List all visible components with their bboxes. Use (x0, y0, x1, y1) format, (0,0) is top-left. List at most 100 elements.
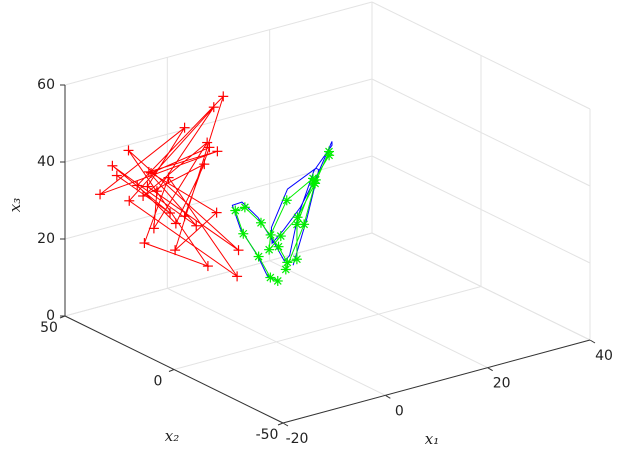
data-point (170, 218, 181, 229)
x-tick-label: 40 (595, 348, 613, 364)
data-point (275, 231, 286, 242)
data-point (233, 245, 244, 256)
marker-stroke (325, 147, 333, 156)
y-tick-label: 50 (40, 320, 58, 336)
data-point (142, 181, 153, 192)
grid-line (371, 1, 591, 110)
data-point (208, 102, 219, 113)
data-point (111, 170, 122, 181)
z-axis-label: x₃ (6, 198, 24, 212)
grid-line (371, 155, 591, 264)
marker-stroke (281, 265, 290, 274)
data-point (291, 254, 302, 265)
z-tick-label: 60 (37, 77, 55, 93)
x-tick-label: 20 (493, 376, 511, 392)
data-point (124, 195, 135, 206)
data-point (281, 195, 292, 206)
data-point (310, 174, 321, 185)
data-point (107, 160, 118, 171)
tick-mark (487, 367, 493, 372)
data-point (232, 271, 243, 282)
data-point (282, 257, 293, 268)
y-tick-label: -50 (256, 427, 279, 443)
marker-stroke (282, 196, 291, 205)
z-tick-label: 20 (37, 231, 55, 247)
trajectory (99, 96, 239, 277)
data-point (191, 220, 202, 231)
grid-line (64, 155, 373, 240)
axis-line (282, 339, 591, 424)
data-point (123, 145, 134, 156)
grid-line (371, 232, 591, 341)
data-point (179, 211, 190, 222)
y-axis-label: x₂ (165, 427, 179, 445)
data-point (324, 146, 335, 157)
data-point (280, 264, 291, 275)
data-point (218, 91, 229, 102)
x-tick-label: 0 (395, 403, 404, 419)
marker-stroke (273, 277, 282, 285)
x-axis-label: x₁ (425, 430, 439, 448)
x-tick-label: -20 (286, 431, 309, 447)
marker-stroke (265, 245, 274, 254)
z-tick-label: 0 (46, 308, 55, 324)
data-point (151, 186, 162, 197)
data-point (95, 189, 106, 200)
axis-line (64, 315, 284, 424)
grid-line (371, 78, 591, 187)
tick-mark (589, 339, 596, 344)
data-point (179, 122, 190, 133)
marker-stroke (293, 220, 301, 229)
marker-stroke (311, 175, 320, 184)
grid-line (173, 286, 482, 370)
data-point (211, 207, 222, 218)
data-point (138, 190, 149, 201)
data-point (204, 142, 215, 153)
data-point (170, 245, 181, 256)
grid-line (64, 78, 373, 163)
grid-line (64, 232, 373, 317)
marker-stroke (266, 273, 275, 282)
data-point (199, 159, 210, 170)
tick-mark (277, 422, 284, 426)
data-point (299, 219, 310, 230)
data-point (212, 146, 223, 157)
data-point (265, 229, 276, 240)
tick-mark (282, 422, 289, 427)
data-point (265, 272, 276, 283)
data-point (163, 172, 174, 183)
data-point (202, 137, 213, 148)
data-point (230, 205, 241, 216)
data-point (253, 251, 264, 262)
data-point (146, 167, 157, 178)
marker-stroke (266, 230, 275, 239)
tick-mark (385, 394, 391, 399)
data-point (273, 241, 284, 252)
marker-stroke (293, 213, 302, 222)
marker-stroke (239, 229, 248, 238)
data-point (165, 208, 175, 218)
grid-line (64, 1, 373, 86)
marker-stroke (257, 218, 265, 227)
data-point (255, 217, 266, 228)
data-point (238, 228, 249, 239)
data-point (143, 166, 154, 177)
marker-stroke (254, 252, 263, 261)
data-point (139, 238, 150, 249)
marker-stroke (276, 232, 285, 241)
tick-mark (168, 369, 175, 372)
marker-stroke (240, 203, 249, 212)
marker-stroke (292, 255, 301, 264)
data-point (239, 202, 250, 213)
data-point (292, 212, 303, 223)
data-point (132, 180, 143, 191)
trajectory (234, 151, 330, 282)
y-tick-label: 0 (154, 374, 163, 390)
marker-stroke (300, 220, 309, 229)
data-point (202, 261, 213, 272)
data-point (272, 275, 283, 286)
marker-stroke (274, 242, 283, 251)
marker-stroke (231, 206, 240, 215)
data-point (148, 223, 159, 234)
